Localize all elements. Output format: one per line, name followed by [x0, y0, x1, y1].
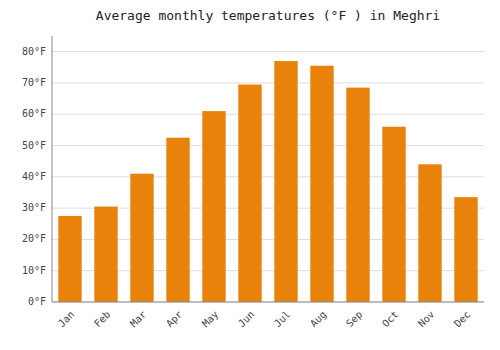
bar	[274, 61, 297, 302]
grid	[52, 52, 484, 302]
x-tick-label: Feb	[92, 309, 113, 330]
y-tick-label: 80°F	[22, 46, 46, 57]
x-tick-label: Mar	[128, 309, 149, 330]
y-tick-label: 30°F	[22, 202, 46, 213]
bar	[238, 85, 261, 302]
x-tick-label: Dec	[452, 309, 473, 330]
grid-line	[52, 114, 484, 115]
bar	[382, 127, 405, 302]
x-tick-label: Sep	[344, 309, 365, 330]
x-tick-label: Apr	[164, 309, 185, 330]
grid-line	[52, 302, 484, 303]
bar	[310, 66, 333, 302]
x-tick-label: Nov	[416, 309, 437, 330]
x-tick-label: Jun	[236, 309, 257, 330]
y-tick-label: 70°F	[22, 77, 46, 88]
x-tick-label: Jul	[272, 309, 293, 330]
bar	[94, 207, 117, 302]
grid-line	[52, 82, 484, 83]
y-tick-labels: 0°F 10°F 20°F 30°F 40°F 50°F 60°F 70°F 80°F	[22, 46, 46, 307]
grid-line	[52, 51, 484, 52]
x-tick-label: Oct	[380, 309, 401, 330]
y-tick-label: 0°F	[28, 296, 46, 307]
bar	[166, 138, 189, 302]
bar	[346, 88, 369, 302]
x-tick-label: Aug	[308, 309, 329, 330]
chart-container: 0°F 10°F 20°F 30°F 40°F 50°F 60°F 70°F 80°F Jan Fe…	[0, 0, 500, 350]
y-tick-label: 10°F	[22, 265, 46, 276]
chart-svg: 0°F 10°F 20°F 30°F 40°F 50°F 60°F 70°F 80°F Jan Fe…	[0, 0, 500, 350]
bar	[58, 216, 81, 302]
bars	[58, 61, 477, 302]
bar	[418, 164, 441, 302]
bar	[202, 111, 225, 302]
title: Average monthly temperatures (°F ) in Me…	[96, 8, 440, 23]
bar	[130, 174, 153, 302]
y-tick-label: 20°F	[22, 233, 46, 244]
bar	[454, 197, 477, 302]
y-axis-line	[52, 36, 53, 302]
x-tick-labels: Jan Feb Mar Apr May Jun Jul Aug Sep Oct Nov Dec	[56, 309, 473, 330]
y-tick-label: 50°F	[22, 140, 46, 151]
x-axis-line	[52, 302, 484, 303]
grid-line	[52, 145, 484, 146]
y-tick-label: 40°F	[22, 171, 46, 182]
x-tick-label: May	[200, 309, 221, 330]
y-tick-label: 60°F	[22, 108, 46, 119]
x-tick-label: Jan	[56, 309, 77, 330]
